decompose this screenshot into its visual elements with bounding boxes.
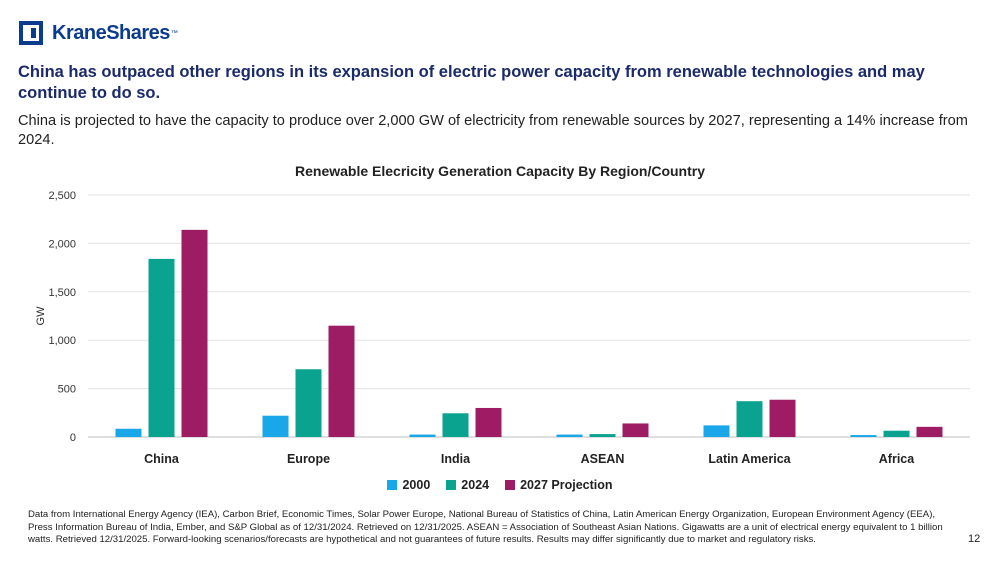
bar-2000-latin-america [703,425,730,437]
bar-2000-asean [556,434,583,437]
bar-2024-china [148,258,175,437]
x-category-label: India [441,452,471,466]
chart-title: Renewable Elecricity Generation Capacity… [295,163,705,179]
legend-label-2024: 2024 [461,478,490,492]
x-category-label: ASEAN [581,452,625,466]
y-tick-label: 500 [58,384,76,396]
brand-name: KraneShares [52,21,170,44]
bar-2027-projection-china [181,229,208,437]
chart-legend: 2000 2024 2027 Projection [0,478,1000,492]
y-tick-label: 1,000 [48,335,76,347]
y-tick-label: 2,000 [48,238,76,250]
kraneshares-logo-icon [18,20,44,46]
page-subheadline: China is projected to have the capacity … [18,113,968,148]
x-category-label: Africa [879,452,915,466]
legend-item-2027: 2027 Projection [505,478,613,492]
legend-item-2000: 2000 [387,478,430,492]
x-category-label: China [144,452,180,466]
bar-2027-projection-latin-america [769,399,796,437]
bar-2000-europe [262,415,289,437]
bar-2027-projection-india [475,407,502,437]
bar-2024-asean [589,434,616,437]
bar-2024-europe [295,369,322,437]
bar-2000-india [409,434,436,437]
bar-2024-africa [883,430,910,437]
legend-label-2027: 2027 Projection [520,478,613,492]
page-headline: China has outpaced other regions in its … [18,63,925,102]
bar-2027-projection-africa [916,426,943,437]
bar-2027-projection-europe [328,325,355,437]
bar-2024-india [442,413,469,437]
bar-2000-africa [850,435,877,437]
y-tick-label: 0 [70,432,76,444]
y-tick-label: 1,500 [48,287,76,299]
bar-2027-projection-asean [622,423,649,437]
x-category-label: Europe [287,452,330,466]
y-axis-label: GW [35,306,47,326]
legend-swatch-2024 [446,480,457,490]
page-number: 12 [968,533,981,545]
legend-item-2024: 2024 [446,478,489,492]
footnote: Data from International Energy Agency (I… [28,509,943,545]
bar-2024-latin-america [736,401,763,437]
legend-swatch-2000 [387,480,398,490]
legend-label-2000: 2000 [402,478,431,492]
brand-trademark: ™ [170,29,178,37]
brand-logo: KraneShares ™ [18,20,178,46]
y-tick-label: 2,500 [48,190,76,202]
legend-swatch-2027 [505,480,516,490]
bar-2000-china [115,428,142,437]
x-category-label: Latin America [708,452,791,466]
